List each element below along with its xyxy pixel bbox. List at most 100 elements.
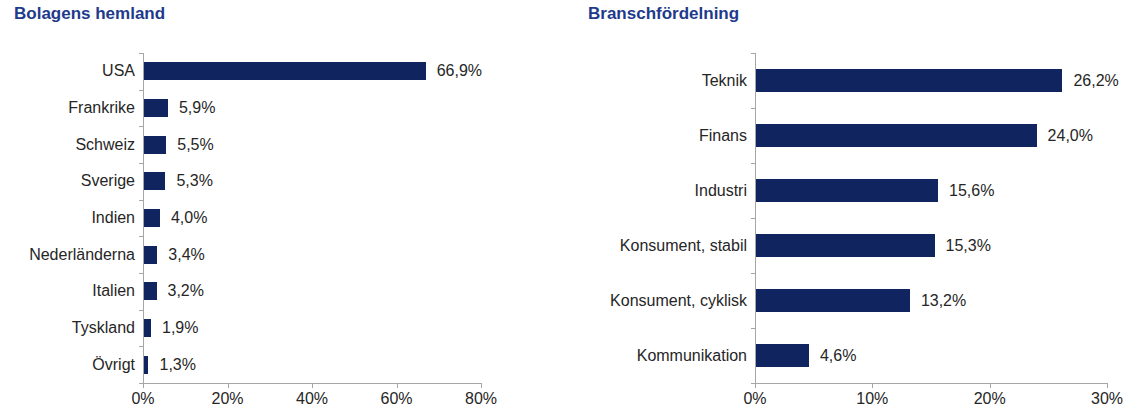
category-label: Finans [570,127,755,145]
value-label: 4,0% [171,209,207,227]
chart-bolagens-hemland: Bolagens hemland USA66,9%Frankrike5,9%Sc… [0,0,545,420]
value-label: 5,3% [176,172,212,190]
bar-track: 3,2% [143,273,481,310]
bar-track: 1,9% [143,310,481,347]
bar-track: 15,6% [755,163,1107,218]
y-axis-tick [139,346,144,347]
bar-row: Nederländerna3,4% [0,236,561,273]
y-axis-tick [139,53,144,54]
bar-row: Sverige 5,3% [0,163,561,200]
category-label: Italien [0,282,143,300]
bar [755,344,809,367]
bar [755,289,910,312]
plot-area: USA66,9%Frankrike5,9%Schweiz5,5%Sverige5… [0,53,561,413]
value-label: 3,4% [168,246,204,264]
y-axis-tick [139,90,144,91]
bar-track: 4,6% [755,328,1107,383]
chart-title: Bolagens hemland [14,4,165,24]
bar [143,99,168,117]
value-label: 24,0% [1048,127,1093,145]
bar [143,319,151,337]
bar [143,282,157,300]
x-axis-tick-label: 80% [465,390,497,408]
y-axis-tick [751,163,756,164]
bar-row: Frankrike5,9% [0,90,561,127]
category-label: Sverige [0,172,143,190]
y-axis-line [143,53,144,383]
bar-row: Kommunikation 4,6% [570,328,1134,383]
x-axis-tick-label: 60% [380,390,412,408]
bar [755,69,1062,92]
bar [755,234,935,257]
y-axis-tick [751,218,756,219]
x-axis-tick-label: 0% [743,390,766,408]
y-axis-tick [139,200,144,201]
y-axis-tick [751,328,756,329]
bar-track: 26,2% [755,53,1107,108]
bar-row: USA66,9% [0,53,561,90]
bar-row: Schweiz5,5% [0,126,561,163]
value-label: 5,5% [177,136,213,154]
bar-row: Italien 3,2% [0,273,561,310]
bar-row: Indien4,0% [0,200,561,237]
x-axis-line [755,383,1108,384]
value-label: 1,9% [162,319,198,337]
value-label: 4,6% [820,347,856,365]
y-axis-tick [751,53,756,54]
y-axis-tick [751,273,756,274]
bar-track: 24,0% [755,108,1107,163]
x-axis-tick [143,383,144,388]
y-axis-tick [751,108,756,109]
bar-track: 5,9% [143,90,481,127]
bar [143,209,160,227]
bar [143,136,166,154]
bar-track: 1,3% [143,346,481,383]
bar-row: Industri 15,6% [570,163,1134,218]
category-label: Konsument, cyklisk [570,292,755,310]
x-axis-tick-label: 0% [131,390,154,408]
y-axis-tick [139,126,144,127]
figure-canvas: Bolagens hemland USA66,9%Frankrike5,9%Sc… [0,0,1134,420]
value-label: 3,2% [168,282,204,300]
category-label: Tyskland [0,319,143,337]
category-label: Konsument, stabil [570,237,755,255]
value-label: 15,6% [949,182,994,200]
value-label: 1,3% [159,356,195,374]
category-label: Kommunikation [570,347,755,365]
category-label: USA [0,62,143,80]
bar [143,172,165,190]
x-axis-tick-label: 30% [1091,390,1123,408]
bar-row: Finans 24,0% [570,108,1134,163]
x-axis-tick [872,383,873,388]
category-label: Industri [570,182,755,200]
x-axis-tick-label: 20% [211,390,243,408]
bar-row: Konsument, stabil 15,3% [570,218,1134,273]
category-label: Teknik [570,72,755,90]
plot-area: Teknik26,2% Finans 24,0% Industri 15,6% Konsu… [570,53,1134,413]
y-axis-tick [139,163,144,164]
bar-row: Tyskland 1,9% [0,310,561,347]
chart-branschfordelning: Branschfördelning Teknik26,2% Finans 24,0%… [570,0,1134,420]
x-axis-tick [228,383,229,388]
y-axis-tick [139,310,144,311]
y-axis-tick [139,236,144,237]
bar-track: 5,5% [143,126,481,163]
value-label: 15,3% [946,237,991,255]
x-axis-tick-label: 20% [974,390,1006,408]
bar-track: 5,3% [143,163,481,200]
bar [143,62,426,80]
category-label: Övrigt [0,356,143,374]
bar-track: 4,0% [143,200,481,237]
bar-track: 13,2% [755,273,1107,328]
x-axis-tick-label: 10% [856,390,888,408]
x-axis-tick [397,383,398,388]
value-label: 13,2% [921,292,966,310]
category-label: Frankrike [0,99,143,117]
x-axis-tick-label: 40% [296,390,328,408]
bar-track: 15,3% [755,218,1107,273]
bar [143,246,157,264]
x-axis-tick [312,383,313,388]
bar-track: 3,4% [143,236,481,273]
chart-title: Branschfördelning [588,4,739,24]
x-axis-tick [755,383,756,388]
